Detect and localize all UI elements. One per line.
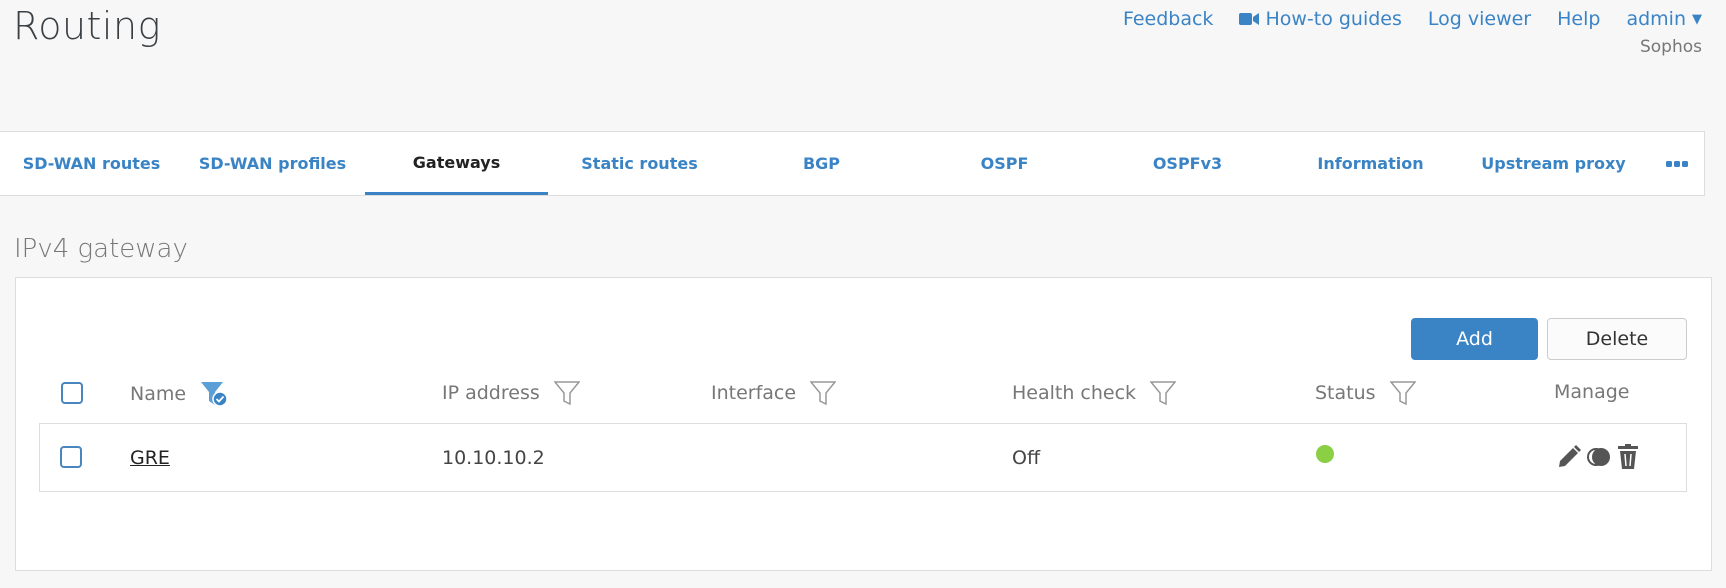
add-button[interactable]: Add	[1411, 318, 1538, 360]
admin-label: admin	[1626, 8, 1686, 30]
log-viewer-link[interactable]: Log viewer	[1427, 8, 1532, 30]
health-check-cell: Off	[1012, 447, 1041, 469]
filter-icon[interactable]	[1150, 381, 1177, 405]
column-header-ip: IP address	[442, 381, 580, 405]
column-header-health-check: Health check	[1012, 381, 1177, 405]
more-dots-icon	[1666, 160, 1688, 167]
column-label: Status	[1315, 382, 1376, 404]
gateway-name-link[interactable]: GRE	[130, 447, 170, 469]
status-indicator	[1316, 445, 1334, 463]
column-header-interface: Interface	[711, 381, 837, 405]
filter-icon[interactable]	[1389, 381, 1416, 405]
video-camera-icon	[1239, 13, 1260, 25]
page-title: Routing	[13, 4, 161, 48]
select-all-checkbox[interactable]	[61, 382, 83, 404]
table-row	[39, 423, 1687, 492]
row-checkbox[interactable]	[60, 446, 82, 468]
manage-actions	[1557, 444, 1639, 470]
edit-pencil-icon[interactable]	[1557, 445, 1581, 469]
column-label: Manage	[1554, 381, 1630, 403]
section-title: IPv4 gateway	[14, 234, 188, 264]
top-links: Feedback How-to guides Log viewer Help a…	[1123, 8, 1702, 30]
tab-ospf[interactable]: OSPF	[980, 154, 1029, 173]
admin-menu[interactable]: admin ▼	[1626, 8, 1702, 30]
column-header-manage: Manage	[1554, 381, 1629, 403]
tab-static-routes[interactable]: Static routes	[581, 154, 698, 173]
column-label: Name	[130, 383, 187, 405]
how-to-guides-label: How-to guides	[1265, 8, 1402, 30]
how-to-guides-link[interactable]: How-to guides	[1239, 8, 1402, 30]
tab-sd-wan-routes[interactable]: SD-WAN routes	[22, 154, 161, 173]
column-label: IP address	[442, 382, 540, 404]
toggle-status-icon[interactable]	[1587, 446, 1611, 468]
tab-upstream-proxy[interactable]: Upstream proxy	[1481, 154, 1626, 173]
column-label: Health check	[1012, 382, 1137, 404]
caret-down-icon: ▼	[1692, 11, 1702, 27]
feedback-link[interactable]: Feedback	[1122, 8, 1214, 30]
help-link[interactable]: Help	[1557, 8, 1601, 30]
column-header-name: Name	[130, 381, 228, 407]
tab-bgp[interactable]: BGP	[802, 154, 841, 173]
tab-bar: SD-WAN routes SD-WAN profiles Gateways S…	[0, 131, 1705, 196]
more-tabs-button[interactable]	[1650, 132, 1704, 195]
filter-icon[interactable]	[810, 381, 837, 405]
tab-information[interactable]: Information	[1317, 154, 1424, 173]
column-header-status: Status	[1315, 381, 1416, 405]
delete-button[interactable]: Delete	[1547, 318, 1687, 360]
delete-trash-icon[interactable]	[1617, 444, 1639, 470]
filter-icon[interactable]	[553, 381, 580, 405]
column-label: Interface	[711, 382, 797, 404]
tab-ospfv3[interactable]: OSPFv3	[1152, 154, 1223, 173]
tab-gateways[interactable]: Gateways	[365, 132, 548, 195]
org-name: Sophos	[1639, 37, 1702, 57]
ip-address-cell: 10.10.10.2	[442, 447, 545, 469]
filter-active-icon[interactable]	[200, 381, 228, 407]
tab-sd-wan-profiles[interactable]: SD-WAN profiles	[198, 154, 347, 173]
